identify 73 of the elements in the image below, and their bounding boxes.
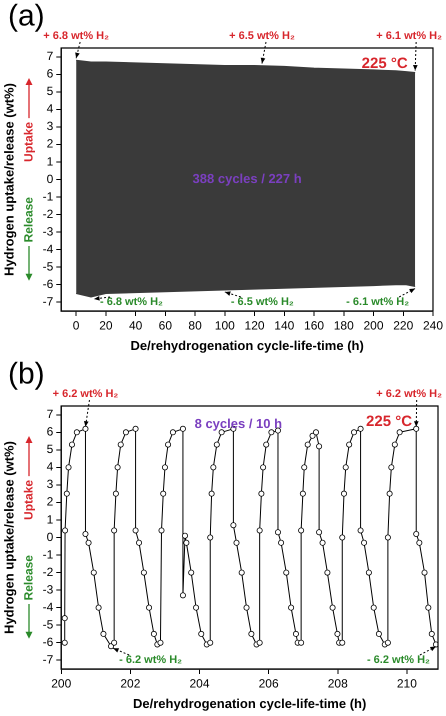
y-tick-label: -2: [42, 564, 54, 579]
x-tick-label: 180: [334, 318, 354, 333]
y-tick-label: 3: [46, 477, 54, 492]
y-tick-label: 6: [46, 424, 54, 439]
annotation: + 6.2 wt% H₂: [52, 388, 118, 400]
y-axis-title: Hydrogen uptake/release (wt%): [1, 441, 16, 634]
x-tick-label: 60: [158, 318, 172, 333]
y-tick-label: -4: [42, 242, 54, 256]
x-tick-label: 210: [396, 676, 418, 691]
y-tick-label: -6: [42, 635, 54, 650]
annotation: - 6.8 wt% H₂: [100, 296, 164, 308]
y-tick-label: 2: [46, 136, 54, 151]
x-tick-label: 40: [128, 318, 143, 333]
y-tick-label: 2: [46, 494, 54, 509]
text: Release: [22, 196, 36, 242]
y-tick-label: -3: [42, 582, 54, 596]
x-tick-label: 140: [274, 318, 295, 333]
annotation: + 6.1 wt% H₂: [376, 30, 442, 42]
annotation: - 6.5 wt% H₂: [230, 296, 294, 308]
annotation: + 6.5 wt% H₂: [229, 30, 295, 42]
y-tick-label: -5: [42, 617, 54, 632]
y-tick-label: 5: [46, 84, 54, 98]
text: Uptake: [22, 122, 36, 162]
y-tick-label: 1: [46, 154, 54, 168]
x-tick-label: 100: [214, 318, 236, 333]
x-tick-label: 200: [51, 676, 72, 691]
y-tick-label: 4: [46, 102, 54, 116]
y-tick-label: -7: [42, 652, 54, 667]
chart-title: (b): [8, 357, 45, 390]
x-tick-label: 220: [393, 318, 414, 333]
x-tick-label: 200: [364, 318, 384, 333]
x-tick-label: 120: [244, 318, 265, 333]
x-axis-title: De/rehydrogenation cycle-life-time (h): [130, 338, 364, 353]
y-tick-label: 1: [46, 512, 54, 526]
y-tick-label: 4: [46, 460, 54, 474]
annotation: 388 cycles / 227 h: [192, 171, 302, 186]
text: Release: [22, 554, 36, 600]
annotation: - 6.2 wt% H₂: [119, 654, 182, 666]
annotation: 8 cycles / 10 h: [194, 416, 282, 431]
chart-title: (a): [8, 0, 45, 32]
x-tick-label: 20: [99, 318, 113, 333]
x-tick-label: 204: [190, 676, 210, 691]
annotation: 225 °C: [362, 55, 408, 72]
x-tick-label: 0: [72, 318, 80, 333]
y-tick-label: 6: [46, 66, 54, 81]
y-tick-label: 0: [46, 172, 54, 186]
x-axis-title: De/rehydrogenation cycle-life-time (h): [132, 696, 366, 711]
y-tick-label: 7: [46, 49, 54, 64]
y-tick-label: 3: [46, 119, 54, 134]
y-axis-title: Hydrogen uptake/release (wt%): [1, 83, 16, 276]
y-tick-label: -4: [42, 600, 54, 614]
y-tick-label: -2: [42, 206, 54, 221]
y-tick-label: -3: [42, 224, 54, 238]
annotation: + 6.8 wt% H₂: [43, 30, 110, 42]
x-tick-label: 202: [120, 676, 141, 691]
y-tick-label: 7: [46, 407, 54, 422]
y-tick-label: -7: [42, 294, 54, 309]
y-tick-label: -5: [42, 259, 54, 274]
annotation: 225 °C: [366, 413, 412, 430]
y-tick-label: -6: [42, 277, 54, 292]
x-tick-label: 206: [258, 676, 279, 691]
annotation: + 6.2 wt% H₂: [376, 388, 442, 400]
x-tick-label: 80: [188, 318, 202, 333]
annotation: - 6.2 wt% H₂: [366, 654, 430, 666]
x-tick-label: 160: [304, 318, 324, 333]
text: Uptake: [22, 480, 36, 520]
y-tick-label: 5: [46, 442, 54, 456]
annotation: - 6.1 wt% H₂: [346, 296, 410, 308]
x-tick-label: 208: [328, 676, 348, 691]
y-tick-label: -1: [42, 547, 54, 562]
y-tick-label: -1: [42, 189, 54, 204]
x-tick-label: 240: [422, 318, 444, 333]
y-tick-label: 0: [46, 530, 54, 544]
